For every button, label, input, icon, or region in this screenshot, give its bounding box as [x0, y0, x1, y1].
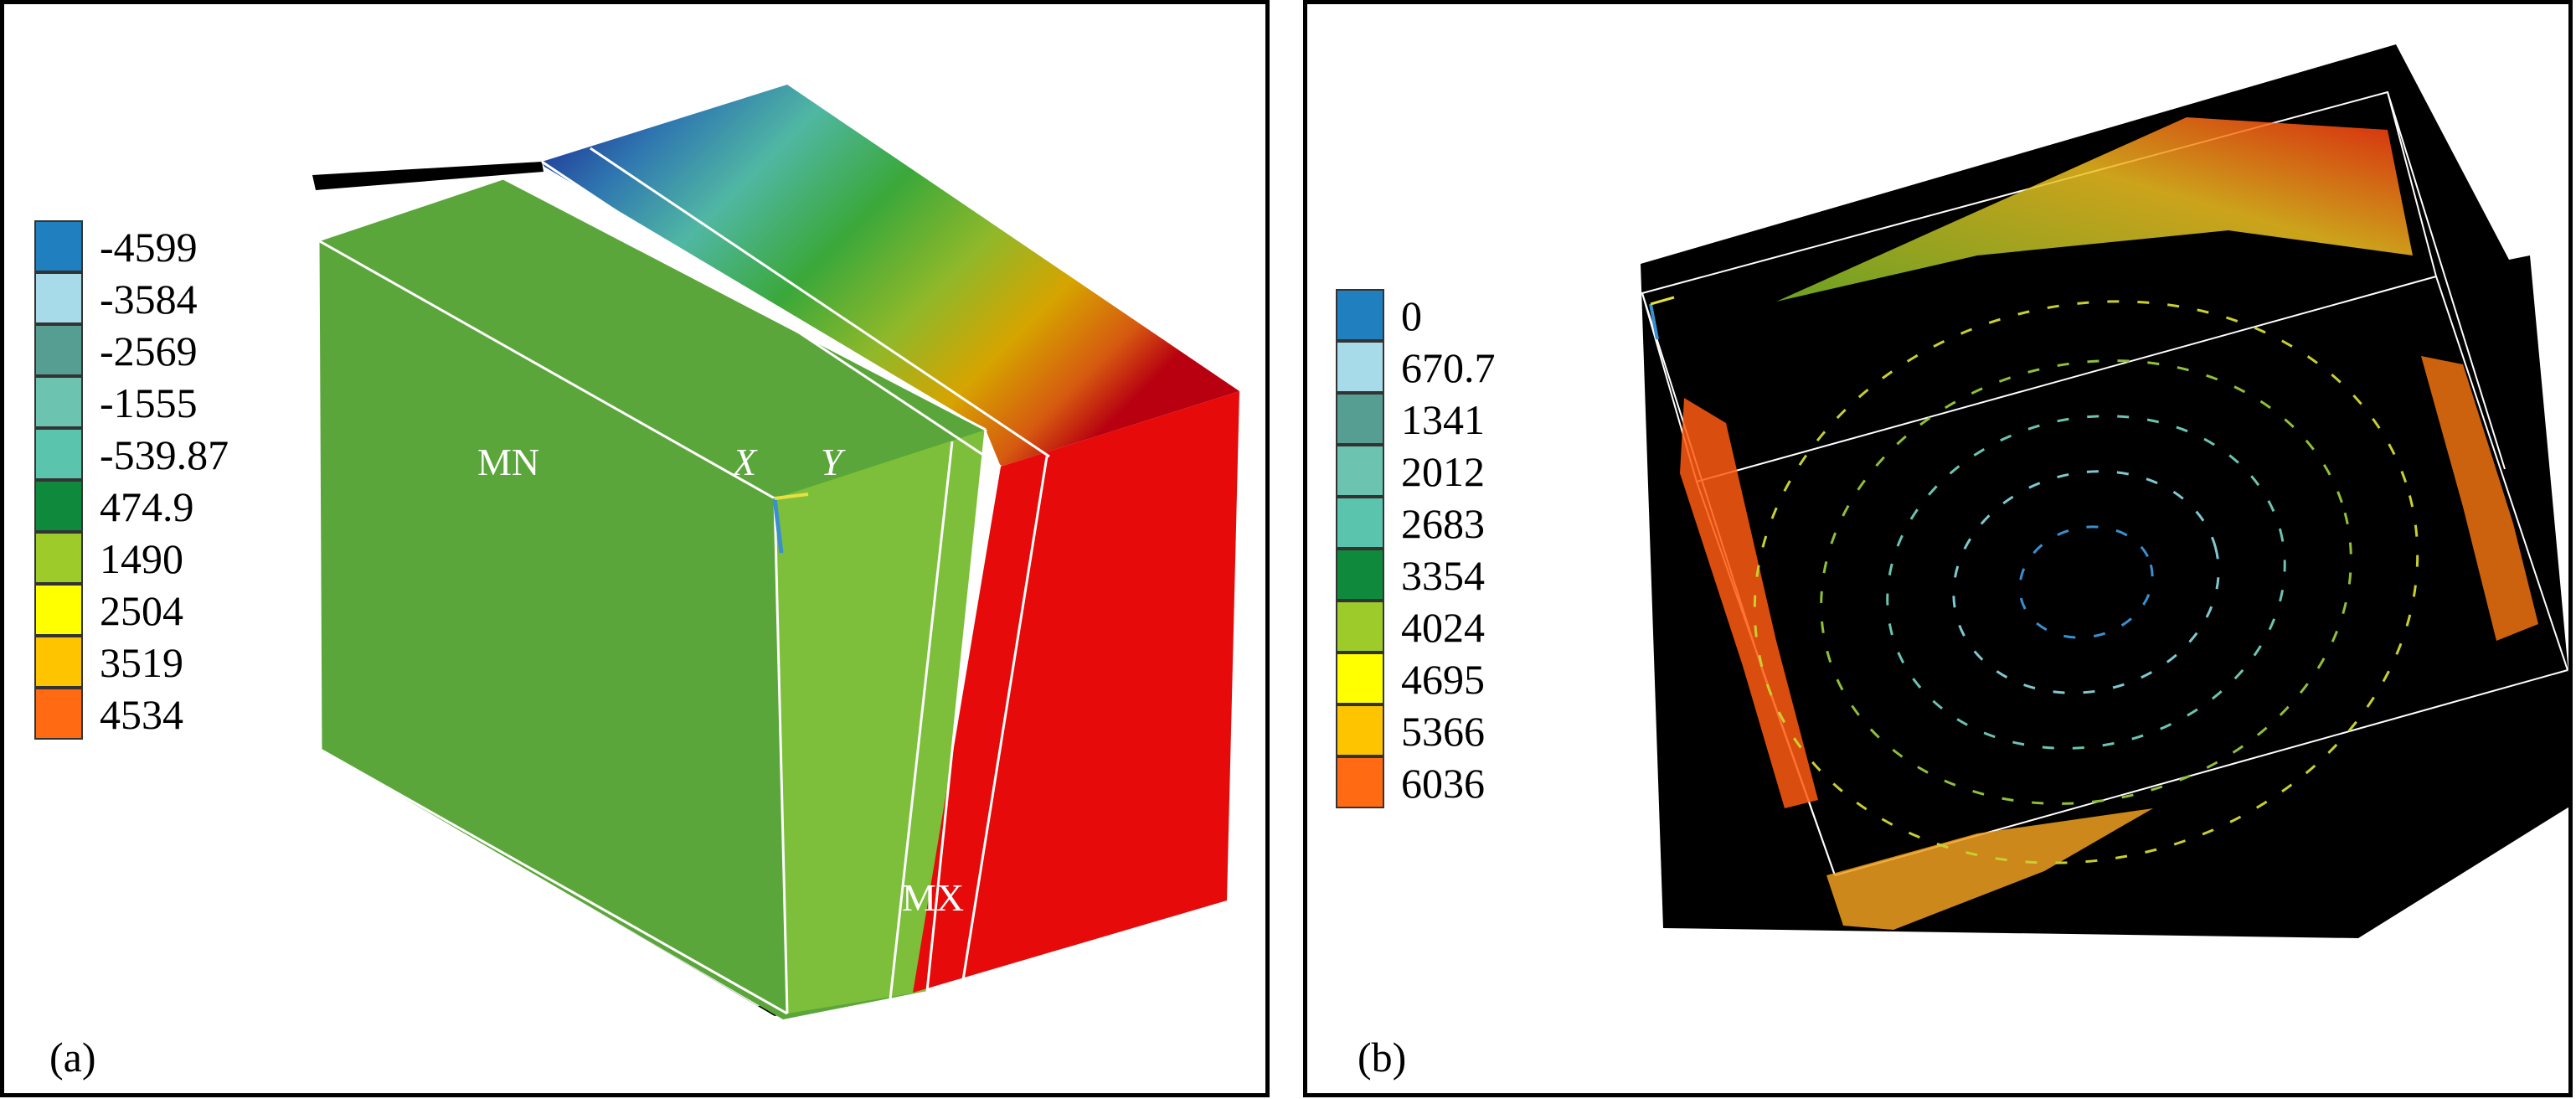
origin-triad-icon — [774, 493, 809, 500]
block-edge-top — [312, 162, 544, 190]
vortex-ring — [1753, 300, 2419, 864]
legend-swatch — [34, 480, 83, 532]
legend-label: 4024 — [1401, 604, 1485, 651]
vortex-ring — [1886, 415, 2286, 750]
panel-a-letter: (a) — [49, 1034, 96, 1081]
front-face-strip — [775, 430, 986, 1014]
legend-label: 1490 — [100, 535, 183, 582]
legend-label: -539.87 — [100, 431, 229, 478]
vector-fan-bottom — [1826, 808, 2153, 930]
legend-label: 4695 — [1401, 656, 1485, 703]
origin-triad-icon — [1649, 303, 1659, 340]
legend-label: 670.7 — [1401, 344, 1496, 391]
vortex-ring — [1820, 359, 2352, 805]
mn-label: MN — [477, 441, 540, 483]
edge-line — [317, 239, 775, 500]
panel-a: -4599 -3584 -2569 -1555 -539.87 474.9 14… — [0, 0, 1270, 1097]
edge-line — [925, 429, 987, 992]
legend-label: 0 — [1401, 292, 1422, 339]
legend-label: 2683 — [1401, 500, 1485, 547]
legend-label: 4534 — [100, 691, 183, 738]
y-axis-label: Y — [821, 441, 842, 483]
top-face — [542, 85, 1239, 467]
vector-fan-top — [1776, 117, 2413, 302]
right-face — [913, 391, 1239, 993]
legend-swatch — [34, 584, 83, 636]
legend-swatch — [1336, 549, 1384, 601]
vortex-ring — [2018, 525, 2154, 639]
legend-swatch — [34, 272, 83, 324]
legend-swatch — [34, 532, 83, 584]
panel-b-letter: (b) — [1358, 1034, 1407, 1081]
panel-b: 0 670.7 1341 2012 2683 3354 4024 4695 — [1303, 0, 2573, 1097]
legend-label: -2569 — [100, 328, 198, 374]
edge-line — [317, 240, 322, 751]
legend-label: 6036 — [1401, 760, 1485, 807]
vortex-ring — [1952, 470, 2220, 694]
legend-swatch — [1336, 497, 1384, 549]
legend-label: -1555 — [100, 379, 198, 426]
edge-line — [590, 147, 1050, 458]
origin-triad-icon — [1650, 296, 1675, 306]
edge-line — [541, 160, 1002, 468]
legend-swatch — [1336, 601, 1384, 653]
vector-fan-left — [1680, 398, 1818, 808]
legend-label: 3354 — [1401, 552, 1485, 599]
edge-line — [961, 456, 1048, 981]
legend-swatch — [1336, 653, 1384, 704]
legend-swatch — [1336, 704, 1384, 756]
edge-line — [773, 498, 789, 1014]
legend-swatch — [34, 376, 83, 428]
legend-swatch — [1336, 341, 1384, 393]
legend-label: 2504 — [100, 587, 183, 634]
legend-label: 2012 — [1401, 448, 1485, 495]
wireframe-edge — [2387, 91, 2506, 470]
edge-line — [889, 441, 954, 1000]
legend-label: 5366 — [1401, 708, 1485, 755]
x-axis-label: X — [733, 441, 757, 483]
origin-triad-icon — [772, 498, 784, 554]
legend-swatch — [1336, 756, 1384, 808]
legend-label: 1341 — [1401, 396, 1485, 443]
wireframe-edge — [2435, 276, 2568, 671]
legend-label: -4599 — [100, 224, 198, 271]
edge-line — [320, 748, 788, 1015]
edge-line — [502, 177, 987, 431]
legend-label: -3584 — [100, 276, 198, 322]
legend-swatch — [1336, 289, 1384, 341]
vector-fan-right — [2421, 356, 2538, 641]
legend-swatch — [1336, 393, 1384, 445]
legend-swatch — [34, 428, 83, 480]
legend-swatch — [1336, 445, 1384, 497]
x-axis-label: X — [1610, 241, 1635, 284]
edge-line — [317, 177, 504, 242]
velocity-vector-block — [1641, 44, 2568, 938]
legend-label: 3519 — [100, 639, 183, 686]
legend-swatch — [34, 324, 83, 376]
legend-swatch — [34, 688, 83, 740]
legend-swatch — [34, 220, 83, 272]
stress-contour-block — [312, 85, 1239, 1019]
legend-swatch — [34, 636, 83, 688]
mx-label: MX — [902, 876, 965, 919]
legend-label: 474.9 — [100, 483, 194, 530]
